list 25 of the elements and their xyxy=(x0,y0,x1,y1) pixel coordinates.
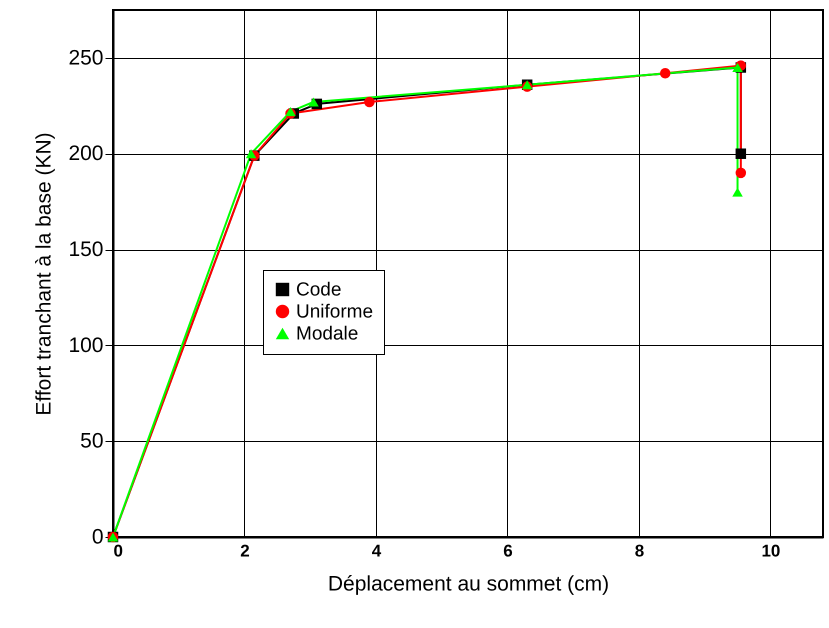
x-axis-title: Déplacement au sommet (cm) xyxy=(328,572,610,596)
x-tick-label: 10 xyxy=(761,542,780,560)
x-tick-label: 0 xyxy=(114,542,123,560)
point xyxy=(285,107,296,116)
legend-label: Modale xyxy=(296,324,358,344)
x-tick-label: 4 xyxy=(372,542,382,560)
point xyxy=(364,96,375,108)
y-tick-label: 200 xyxy=(68,142,104,166)
point xyxy=(732,188,743,197)
x-tick-label: 8 xyxy=(634,542,644,560)
x-tick-label: 6 xyxy=(503,542,513,560)
legend-label: Code xyxy=(296,280,342,300)
point xyxy=(660,68,670,78)
y-tick-label: 250 xyxy=(68,46,104,70)
y-tick-label: 150 xyxy=(68,238,104,262)
y-tick-label: 50 xyxy=(80,430,104,453)
point xyxy=(736,148,746,159)
point xyxy=(736,168,746,178)
point xyxy=(732,62,743,72)
y-axis-title: Effort tranchant à la base (KN) xyxy=(32,132,56,416)
y-tick-label: 100 xyxy=(68,334,104,357)
x-tick-label: 2 xyxy=(240,542,250,560)
point xyxy=(308,97,319,107)
point xyxy=(246,149,256,158)
legend-label: Uniforme xyxy=(296,302,374,322)
